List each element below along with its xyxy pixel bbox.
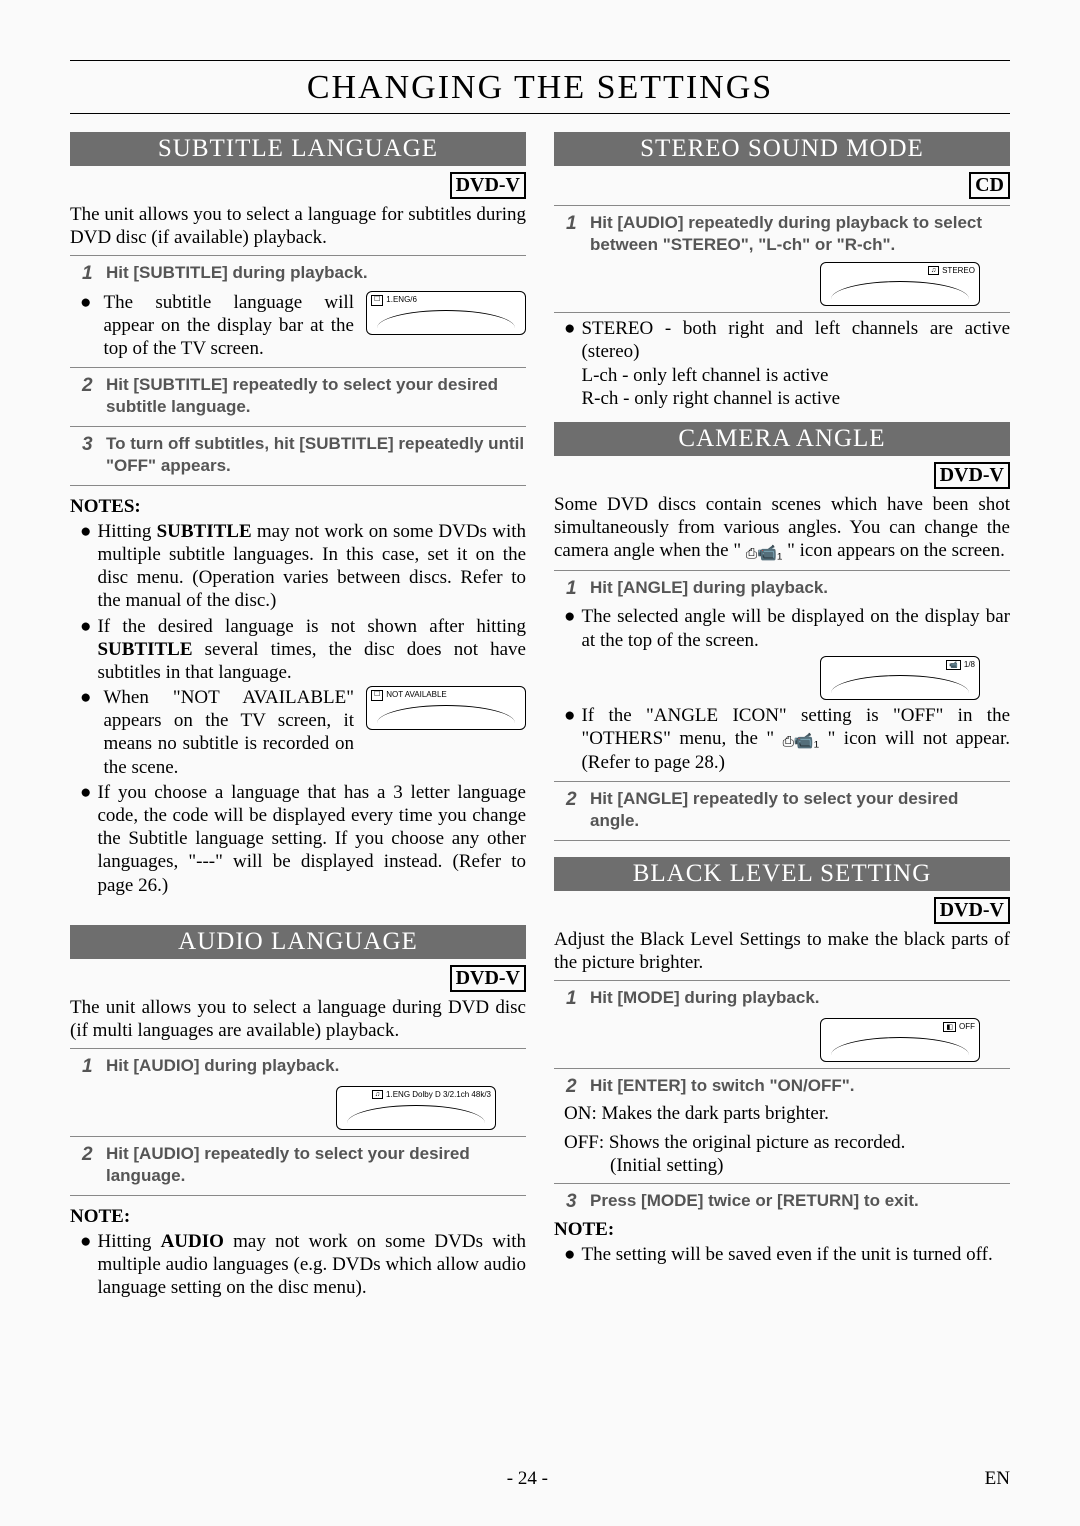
- section-subtitle-language: SUBTITLE LANGUAGE: [70, 132, 526, 166]
- note-2: ●If the desired language is not shown af…: [70, 615, 526, 685]
- angle-icon: 📹₁: [783, 732, 820, 752]
- stereo-bullet: ●STEREO - both right and left channels a…: [554, 317, 1010, 410]
- step-2: 2Hit [SUBTITLE] repeatedly to select you…: [70, 372, 526, 420]
- display-audio-lang: ♫1.ENG Dolby D 3/2.1ch 48k/3: [336, 1086, 496, 1130]
- badge-row: DVD-V: [70, 172, 526, 199]
- page-title: CHANGING THE SETTINGS: [70, 69, 1010, 107]
- angle-bullet-2: ●If the "ANGLE ICON" setting is "OFF" in…: [554, 704, 1010, 775]
- stereo-step-1: 1Hit [AUDIO] repeatedly during playback …: [554, 210, 1010, 258]
- footer: - 24 - EN: [70, 1468, 1010, 1490]
- note-3: ● When "NOT AVAILABLE" appears on the TV…: [70, 686, 526, 779]
- intro-audio: The unit allows you to select a language…: [70, 996, 526, 1042]
- section-stereo-sound: STEREO SOUND MODE: [554, 132, 1010, 166]
- notes-heading: NOTES:: [70, 496, 526, 518]
- bullet-subtitle-display: ● The subtitle language will appear on t…: [70, 291, 526, 361]
- note-4: ●If you choose a language that has a 3 l…: [70, 781, 526, 897]
- angle-step-1: 1Hit [ANGLE] during playback.: [554, 575, 1010, 604]
- audio-step-2: 2Hit [AUDIO] repeatedly to select your d…: [70, 1141, 526, 1189]
- note-heading: NOTE:: [554, 1219, 1010, 1241]
- display-stereo: ♫STEREO: [820, 262, 980, 306]
- rule-below-title: [70, 113, 1010, 114]
- audio-note-1: ●Hitting AUDIO may not work on some DVDs…: [70, 1230, 526, 1300]
- badge-dvdv: DVD-V: [450, 965, 526, 992]
- section-audio-language: AUDIO LANGUAGE: [70, 925, 526, 959]
- bullet-text: The subtitle language will appear on the…: [103, 291, 354, 361]
- intro-angle: Some DVD discs contain scenes which have…: [554, 493, 1010, 564]
- columns: SUBTITLE LANGUAGE DVD-V The unit allows …: [70, 132, 1010, 1299]
- angle-step-2: 2Hit [ANGLE] repeatedly to select your d…: [554, 786, 1010, 834]
- badge-dvdv: DVD-V: [934, 462, 1010, 489]
- black-note-1: ●The setting will be saved even if the u…: [554, 1243, 1010, 1266]
- black-step-1: 1Hit [MODE] during playback.: [554, 985, 1010, 1014]
- off-text-2: (Initial setting): [554, 1154, 1010, 1177]
- step-3: 3To turn off subtitles, hit [SUBTITLE] r…: [70, 431, 526, 479]
- black-step-2: 2Hit [ENTER] to switch "ON/OFF".: [554, 1073, 1010, 1102]
- page-number: - 24 -: [507, 1468, 548, 1490]
- note-heading: NOTE:: [70, 1206, 526, 1228]
- left-column: SUBTITLE LANGUAGE DVD-V The unit allows …: [70, 132, 526, 1299]
- intro-subtitle: The unit allows you to select a language…: [70, 203, 526, 249]
- badge-dvdv: DVD-V: [450, 172, 526, 199]
- badge-cd: CD: [969, 172, 1010, 199]
- on-text: ON: Makes the dark parts brighter.: [554, 1102, 1010, 1125]
- display-angle: 📹1/8: [820, 656, 980, 700]
- display-black-level: ◧OFF: [820, 1018, 980, 1062]
- footer-lang: EN: [985, 1468, 1010, 1490]
- off-text-1: OFF: Shows the original picture as recor…: [554, 1131, 1010, 1154]
- note-1: ●Hitting SUBTITLE may not work on some D…: [70, 520, 526, 613]
- section-camera-angle: CAMERA ANGLE: [554, 422, 1010, 456]
- audio-step-1: 1Hit [AUDIO] during playback.: [70, 1053, 526, 1082]
- section-black-level: BLACK LEVEL SETTING: [554, 857, 1010, 891]
- badge-dvdv: DVD-V: [934, 897, 1010, 924]
- right-column: STEREO SOUND MODE CD 1Hit [AUDIO] repeat…: [554, 132, 1010, 1299]
- angle-bullet-1: ●The selected angle will be displayed on…: [554, 605, 1010, 651]
- rule-top: [70, 60, 1010, 61]
- display-not-available: ☐NOT AVAILABLE: [366, 686, 526, 730]
- intro-black-level: Adjust the Black Level Settings to make …: [554, 928, 1010, 974]
- step-1: 1Hit [SUBTITLE] during playback.: [70, 260, 526, 289]
- black-step-3: 3Press [MODE] twice or [RETURN] to exit.: [554, 1188, 1010, 1217]
- angle-icon: 📹₁: [746, 544, 783, 564]
- display-subtitle-lang: ☐1.ENG/6: [366, 291, 526, 335]
